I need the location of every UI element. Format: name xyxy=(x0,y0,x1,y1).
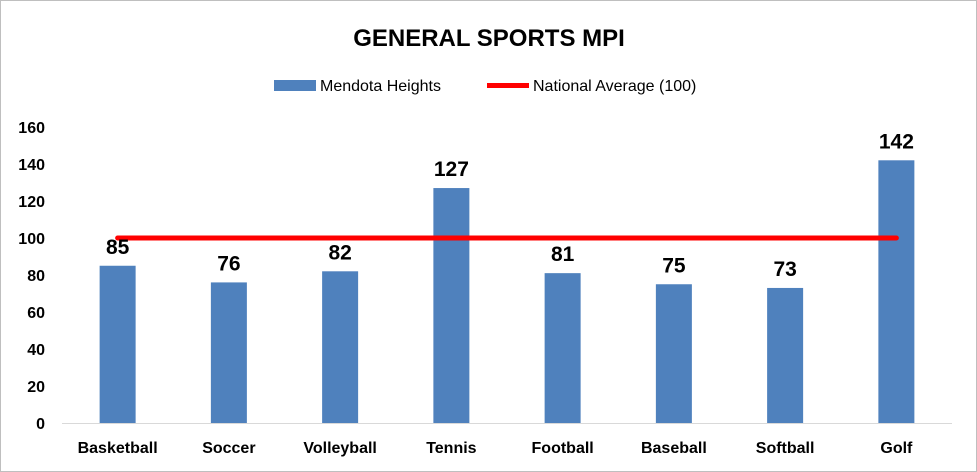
bar-basketball xyxy=(99,265,136,423)
data-label-golf: 142 xyxy=(879,130,914,153)
category-label-soccer: Soccer xyxy=(202,440,255,457)
category-label-tennis: Tennis xyxy=(426,440,476,457)
x-axis: Basketball Soccer Volleyball Tennis Football… xyxy=(62,423,952,457)
bar-softball xyxy=(767,287,804,423)
data-label-volleyball: 82 xyxy=(328,241,351,264)
y-tick-label-40: 40 xyxy=(27,342,45,359)
y-tick-label-0: 0 xyxy=(36,416,45,433)
category-label-volleyball: Volleyball xyxy=(303,440,377,457)
bar-tennis xyxy=(433,188,470,423)
category-label-softball: Softball xyxy=(756,440,815,457)
bar-football xyxy=(544,273,581,423)
y-axis: 0 20 40 60 80 100 120 140 160 xyxy=(18,120,45,433)
legend: Mendota Heights National Average (100) xyxy=(274,78,696,95)
data-label-basketball: 85 xyxy=(106,236,130,259)
category-label-football: Football xyxy=(532,440,594,457)
y-tick-label-100: 100 xyxy=(18,231,45,248)
y-tick-label-80: 80 xyxy=(27,268,45,285)
bar-volleyball xyxy=(322,271,359,423)
bar-golf xyxy=(878,160,915,424)
bar-soccer xyxy=(210,282,247,423)
chart-title: GENERAL SPORTS MPI xyxy=(353,25,625,52)
category-label-basketball: Basketball xyxy=(78,440,158,457)
legend-label-national-average: National Average (100) xyxy=(533,78,696,95)
y-tick-label-20: 20 xyxy=(27,379,45,396)
data-label-tennis: 127 xyxy=(434,158,469,181)
category-label-baseball: Baseball xyxy=(641,440,707,457)
data-label-soccer: 76 xyxy=(217,252,240,275)
legend-swatch-mendota-heights xyxy=(274,80,316,91)
category-label-golf: Golf xyxy=(880,440,913,457)
y-tick-label-60: 60 xyxy=(27,305,45,322)
data-labels: 85 76 82 127 81 75 73 142 xyxy=(106,130,914,281)
bar-baseball xyxy=(655,284,692,423)
bar-series xyxy=(99,160,915,424)
data-label-softball: 73 xyxy=(773,258,796,281)
y-tick-label-140: 140 xyxy=(18,157,45,174)
legend-label-mendota-heights: Mendota Heights xyxy=(320,78,441,95)
y-tick-label-160: 160 xyxy=(18,120,45,137)
y-tick-label-120: 120 xyxy=(18,194,45,211)
data-label-baseball: 75 xyxy=(662,254,686,277)
data-label-football: 81 xyxy=(551,243,575,266)
